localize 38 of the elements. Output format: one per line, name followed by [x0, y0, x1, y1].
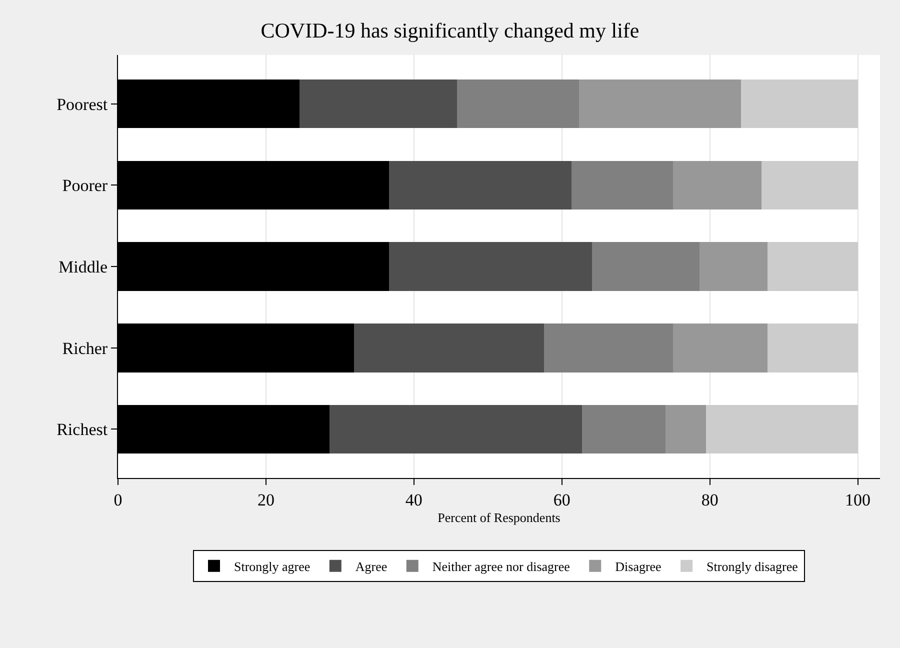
y-tick-label: Richest — [56, 420, 108, 440]
bar — [672, 160, 762, 210]
bar — [330, 404, 582, 454]
bar — [354, 323, 544, 372]
y-tick-label: Middle — [58, 257, 108, 276]
bar — [388, 242, 592, 291]
x-tick-label: 20 — [257, 490, 274, 510]
x-tick-label: 80 — [701, 490, 718, 510]
bar — [578, 79, 741, 128]
y-tick-label: Poorer — [62, 176, 108, 196]
bar — [299, 79, 457, 128]
bar — [572, 160, 673, 210]
x-tick-label: 0 — [114, 490, 122, 510]
x-tick-label: 60 — [553, 490, 570, 510]
bar — [665, 404, 706, 454]
bar — [740, 79, 858, 128]
chart-title: COVID-19 has significantly changed my life — [260, 18, 640, 42]
bar — [388, 160, 572, 210]
bar — [706, 404, 858, 454]
bar — [768, 323, 858, 372]
y-tick-label: Richer — [62, 338, 108, 358]
y-tick-label: Poorest — [56, 94, 108, 114]
bar — [768, 242, 858, 291]
legend-label: Neither agree nor disagree — [432, 558, 570, 574]
legend-label: Agree — [355, 558, 388, 574]
bar — [762, 160, 858, 210]
legend-label: Strongly agree — [234, 558, 310, 574]
bar — [456, 79, 579, 128]
x-tick-label: 40 — [405, 490, 422, 510]
legend-label: Disagree — [615, 558, 662, 574]
bar — [592, 242, 700, 291]
bar — [582, 404, 666, 454]
bar — [699, 242, 768, 291]
x-tick-label: 100 — [845, 490, 871, 510]
bar — [672, 323, 768, 372]
x-axis-title: Percent of Respondents — [438, 510, 560, 525]
legend-label: Strongly disagree — [706, 558, 798, 574]
bar — [544, 323, 673, 372]
